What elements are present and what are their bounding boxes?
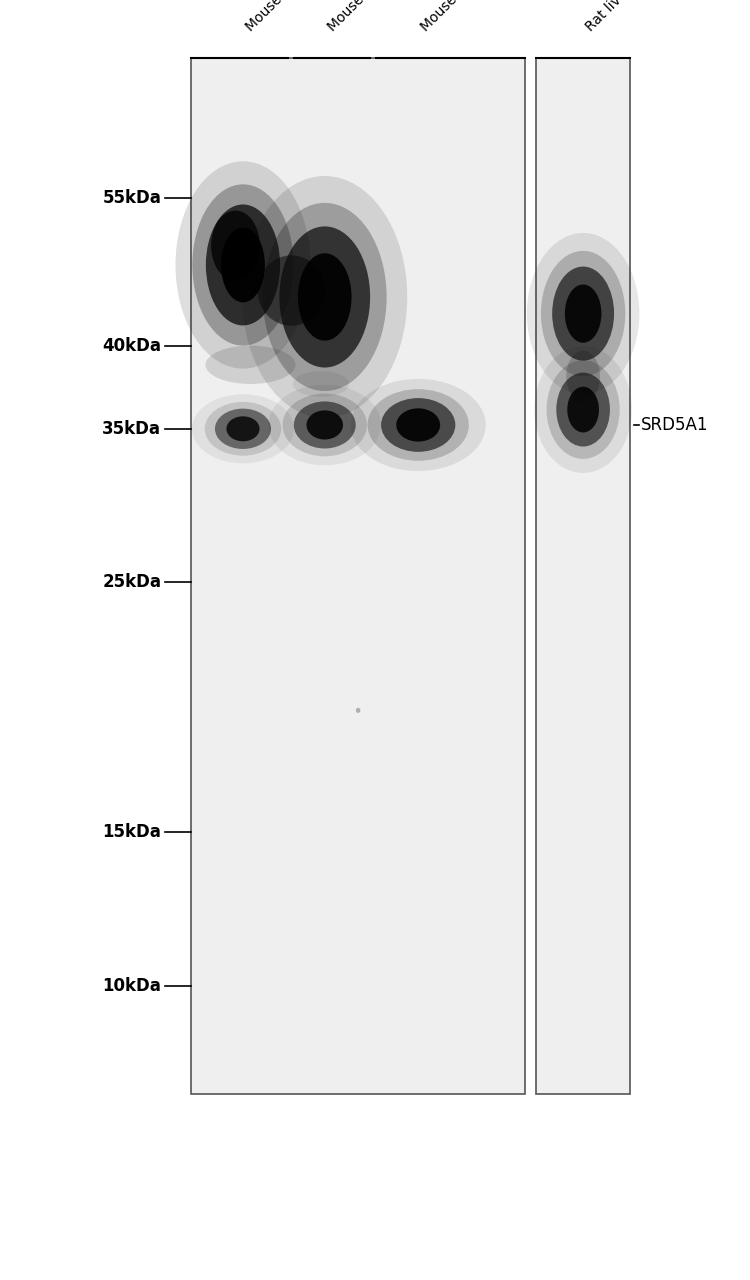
Ellipse shape	[307, 411, 343, 439]
Ellipse shape	[192, 184, 293, 346]
Ellipse shape	[541, 251, 626, 376]
Ellipse shape	[547, 360, 620, 458]
Text: Mouse brain: Mouse brain	[243, 0, 313, 35]
Ellipse shape	[552, 266, 614, 361]
Ellipse shape	[566, 351, 600, 402]
Bar	[536, 58, 630, 1094]
Ellipse shape	[368, 389, 469, 461]
Ellipse shape	[211, 210, 260, 282]
Ellipse shape	[396, 408, 440, 442]
Ellipse shape	[263, 204, 387, 392]
Text: 35kDa: 35kDa	[102, 420, 161, 438]
Text: 10kDa: 10kDa	[102, 977, 161, 995]
Ellipse shape	[268, 384, 381, 465]
Text: SRD5A1: SRD5A1	[641, 416, 709, 434]
Ellipse shape	[215, 408, 271, 449]
Ellipse shape	[206, 346, 296, 384]
Text: 40kDa: 40kDa	[102, 337, 161, 355]
Ellipse shape	[242, 175, 407, 417]
Ellipse shape	[283, 393, 367, 456]
Ellipse shape	[292, 371, 350, 397]
Ellipse shape	[526, 233, 639, 394]
Bar	[191, 58, 525, 1094]
Ellipse shape	[567, 387, 599, 433]
Ellipse shape	[206, 205, 280, 325]
Text: 55kDa: 55kDa	[102, 189, 161, 207]
Ellipse shape	[565, 284, 602, 343]
Ellipse shape	[556, 372, 610, 447]
Ellipse shape	[257, 255, 325, 325]
Ellipse shape	[280, 227, 370, 367]
Text: Mouse testis: Mouse testis	[419, 0, 490, 35]
Ellipse shape	[176, 161, 310, 369]
Ellipse shape	[381, 398, 455, 452]
Text: 15kDa: 15kDa	[102, 823, 161, 841]
Ellipse shape	[356, 708, 360, 713]
Ellipse shape	[205, 402, 281, 456]
Ellipse shape	[192, 394, 294, 463]
Text: 25kDa: 25kDa	[102, 573, 161, 591]
Ellipse shape	[351, 379, 486, 471]
Ellipse shape	[221, 228, 265, 302]
Ellipse shape	[294, 402, 356, 448]
Text: Rat liver: Rat liver	[584, 0, 634, 35]
Ellipse shape	[226, 416, 260, 442]
Ellipse shape	[534, 346, 632, 472]
Ellipse shape	[298, 253, 352, 340]
Text: Mouse liver: Mouse liver	[325, 0, 391, 35]
